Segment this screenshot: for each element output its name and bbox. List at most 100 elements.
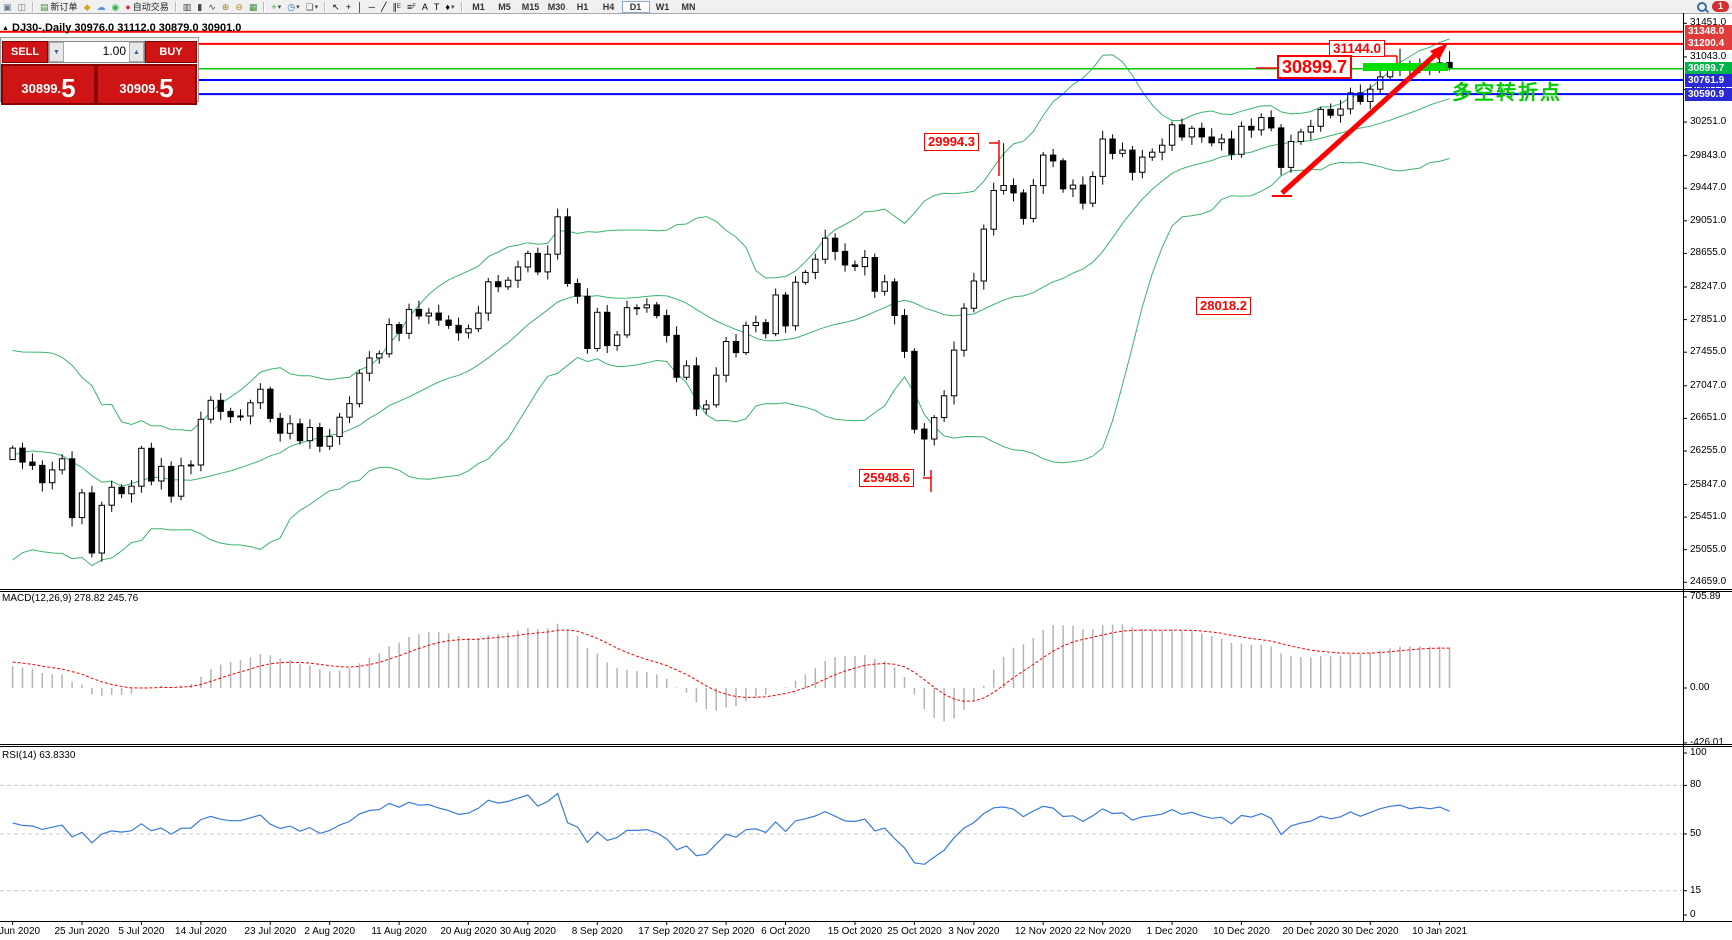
trendline-tool[interactable]: ╱ — [378, 1, 389, 13]
toolbar-right: 1 — [1696, 0, 1729, 13]
fibonacci-tool[interactable]: ≡ F — [404, 1, 419, 13]
toolbar-separator — [32, 1, 35, 12]
toolbar: ▣ ◫ ▤ 新订单 ◆ ☁ ◉ ● 自动交易 ▥ ▮ ∿ ⊕ ⊖ ▦ + ▾ ◷ ▾ ❏ ▾ ↖ + │ ─ ╱ ∥ E ≡ F A T ♦ ▾ M… — [0, 0, 1732, 14]
equidistant-channel-tool[interactable]: ∥ E — [389, 1, 404, 13]
ohlc-values: 30976.0 31112.0 30879.0 30901.0 — [74, 22, 242, 34]
zoom-in-icon: ⊕ — [221, 1, 230, 12]
bar-chart-mode-icon[interactable]: ▥ — [180, 1, 195, 13]
symbol-period: DJ30-,Daily — [12, 22, 72, 34]
bar-chart-mode-icon: ▥ — [182, 1, 192, 12]
fibonacci-tool-sub: F — [412, 3, 416, 10]
text-tool[interactable]: A — [419, 1, 431, 13]
timeframe-m5[interactable]: M5 — [498, 1, 511, 12]
timeframe-w1[interactable]: W1 — [655, 1, 670, 12]
toolbar-separator — [174, 1, 177, 12]
horizontal-line-tool: ─ — [368, 1, 375, 12]
chevron-down-icon[interactable]: ▾ — [277, 3, 282, 11]
fibonacci-tool: ≡ — [406, 1, 413, 12]
crosshair-tool[interactable]: + — [343, 1, 354, 13]
indicators-add-icon: + — [271, 1, 277, 12]
rsi-label: RSI(14) 63.8330 — [2, 750, 76, 761]
one-click-trade-panel: SELL ▼ 1.00 ▲ BUY 30899. 5 30909. 5 — [0, 37, 199, 105]
indicators-add-icon[interactable]: + ▾ — [268, 1, 284, 13]
new-chart-icon: ▣ — [3, 1, 12, 12]
label-tool: T — [433, 1, 440, 12]
trendline-tool: ╱ — [381, 1, 387, 12]
volume-increase-button[interactable]: ▲ — [129, 42, 144, 62]
annotation-jan-high: 31144.0 — [1329, 40, 1386, 57]
tile-windows-icon[interactable]: ▦ — [246, 1, 261, 13]
notification-badge[interactable]: 1 — [1711, 1, 1729, 12]
buy-price-big-digit: 5 — [159, 73, 174, 103]
search-icon[interactable] — [1696, 1, 1707, 12]
arrows-tool[interactable]: ♦ ▾ — [442, 1, 457, 13]
buy-price-main: 30909. — [119, 81, 160, 96]
timeframe-d1[interactable]: D1 — [621, 0, 650, 13]
market-watch-icon: ◆ — [83, 1, 91, 12]
volume-stepper: ▼ 1.00 ▲ — [48, 41, 145, 63]
data-window-icon[interactable]: ☁ — [93, 1, 108, 13]
sell-price-big-digit: 5 — [61, 73, 76, 103]
crosshair-tool: + — [345, 1, 351, 12]
volume-decrease-button[interactable]: ▼ — [49, 42, 64, 62]
volume-value[interactable]: 1.00 — [102, 44, 126, 58]
profiles-icon[interactable]: ◫ — [15, 1, 30, 13]
auto-trading-button: ● — [125, 1, 131, 12]
buy-price-button[interactable]: 30909. 5 — [96, 64, 197, 105]
auto-trading-button-label: 自动交易 — [132, 2, 169, 12]
timeframe-m1[interactable]: M1 — [472, 1, 485, 12]
toolbar-separator — [460, 1, 463, 12]
vertical-line-tool[interactable]: │ — [354, 1, 366, 13]
templates-icon: ❏ — [305, 1, 314, 12]
sell-button[interactable]: SELL — [2, 41, 48, 63]
vertical-line-tool: │ — [356, 1, 363, 12]
timeframe-m30[interactable]: M30 — [547, 1, 566, 12]
line-chart-mode-icon[interactable]: ∿ — [205, 1, 219, 13]
label-tool[interactable]: T — [431, 1, 443, 13]
line-chart-mode-icon: ∿ — [208, 1, 216, 12]
text-tool: A — [421, 1, 428, 12]
timeframe-h4[interactable]: H4 — [602, 1, 615, 12]
cursor-tool[interactable]: ↖ — [329, 1, 343, 13]
auto-trading-button[interactable]: ● 自动交易 — [122, 1, 171, 13]
signals-icon[interactable]: ◉ — [108, 1, 122, 13]
zoom-in-icon[interactable]: ⊕ — [219, 1, 233, 13]
annotation-chinese-note: 多空转折点 — [1452, 80, 1562, 104]
buy-button[interactable]: BUY — [145, 41, 197, 63]
timeframe-h1[interactable]: H1 — [576, 1, 589, 12]
new-order-button[interactable]: ▤ 新订单 — [37, 1, 81, 13]
chevron-down-icon[interactable]: ▾ — [450, 3, 455, 11]
profiles-icon: ◫ — [17, 1, 27, 12]
zoom-out-icon: ⊖ — [235, 1, 243, 12]
equidistant-channel-tool: ∥ — [392, 1, 397, 12]
sell-price-button[interactable]: 30899. 5 — [1, 64, 96, 105]
expand-triangle-icon[interactable]: ▲ — [2, 25, 9, 32]
new-order-button-label: 新订单 — [50, 2, 78, 12]
annotation-support: 28018.2 — [1196, 297, 1251, 315]
templates-icon[interactable]: ❏ ▾ — [303, 1, 322, 13]
market-watch-icon[interactable]: ◆ — [81, 1, 94, 13]
toolbar-separator — [263, 1, 266, 12]
candlestick-mode-icon[interactable]: ▮ — [194, 1, 205, 13]
data-window-icon: ☁ — [96, 1, 106, 12]
zoom-out-icon[interactable]: ⊖ — [232, 1, 246, 13]
signals-icon: ◉ — [111, 1, 120, 12]
sell-price-main: 30899. — [21, 81, 62, 96]
horizontal-line-tool[interactable]: ─ — [366, 1, 378, 13]
tile-windows-icon: ▦ — [248, 1, 258, 12]
chevron-down-icon[interactable]: ▾ — [296, 3, 300, 11]
timeframe-mn[interactable]: MN — [681, 1, 696, 12]
annotation-pivot-level: 30899.7 — [1277, 55, 1353, 79]
macd-label: MACD(12,26,9) 278.82 245.76 — [2, 593, 139, 604]
cursor-tool: ↖ — [332, 1, 340, 12]
new-chart-icon[interactable]: ▣ — [0, 1, 15, 13]
periods-icon[interactable]: ◷ ▾ — [284, 1, 302, 13]
annotation-oct-low: 25948.6 — [859, 469, 914, 487]
new-order-button: ▤ — [40, 1, 49, 12]
timeframe-m15[interactable]: M15 — [521, 1, 540, 12]
chevron-down-icon[interactable]: ▾ — [314, 3, 319, 11]
toolbar-separator — [324, 1, 327, 12]
